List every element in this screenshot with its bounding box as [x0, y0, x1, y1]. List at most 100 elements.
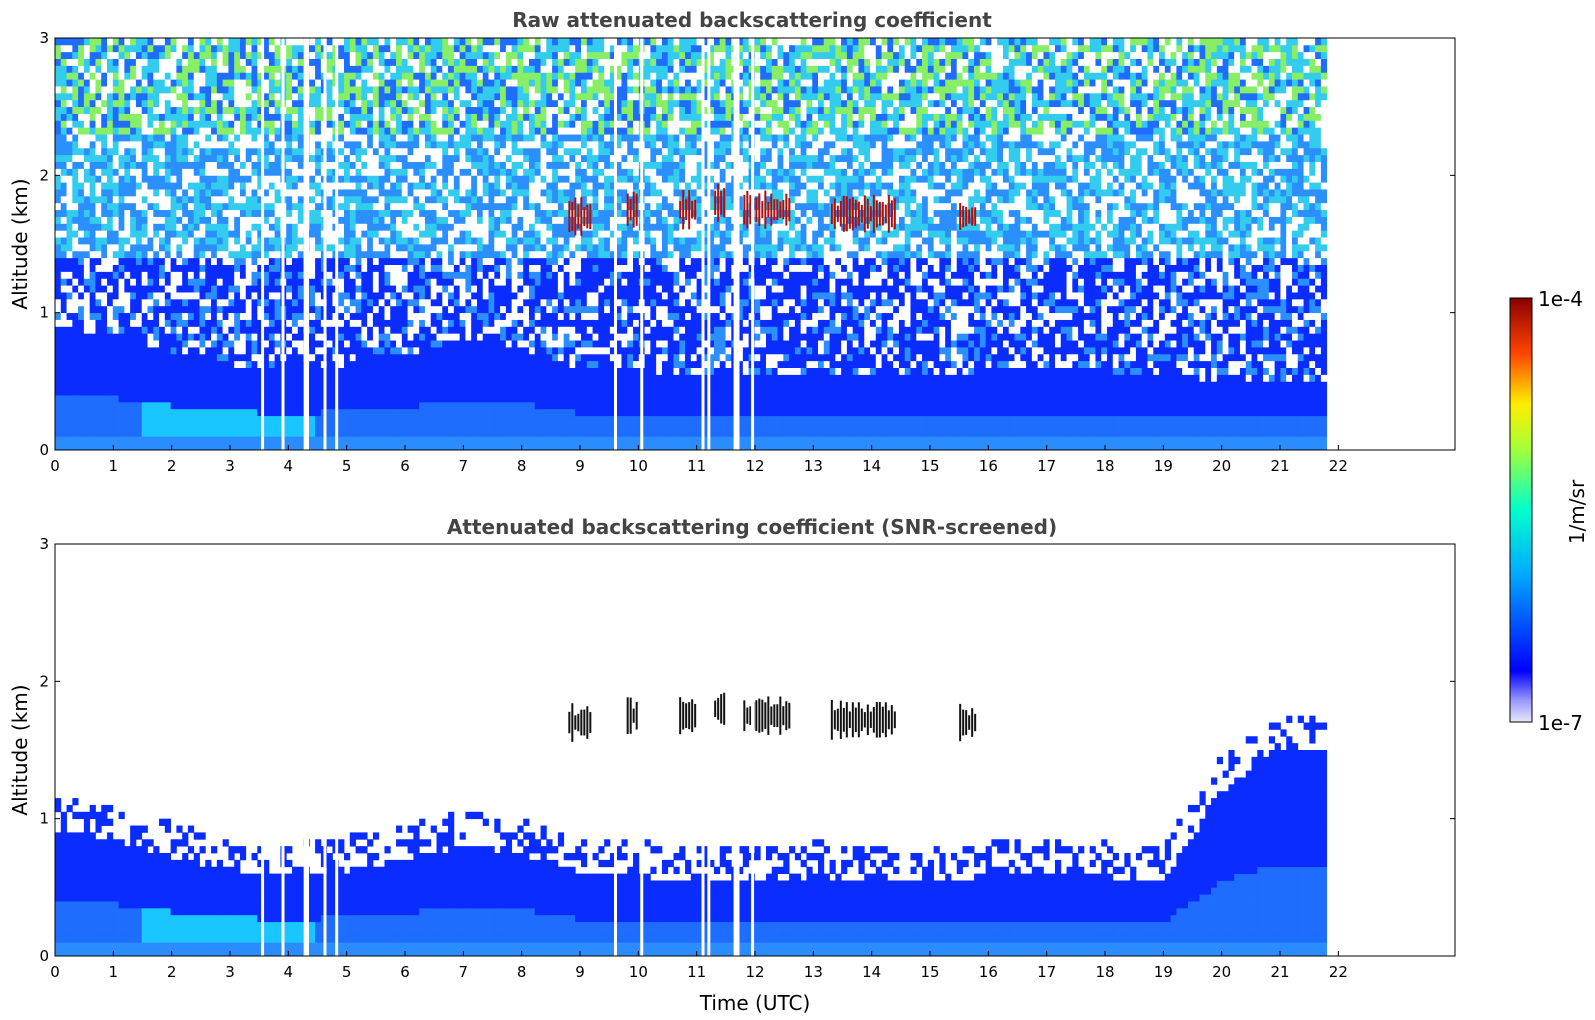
heatmap-cell	[528, 312, 536, 320]
heatmap-cell	[222, 415, 229, 423]
heatmap-cell	[147, 347, 154, 355]
heatmap-cell	[384, 264, 391, 272]
heatmap-cell	[78, 271, 85, 279]
heatmap-cell	[159, 408, 166, 417]
heatmap-cell	[482, 395, 489, 403]
heatmap-cell	[83, 429, 91, 437]
heatmap-cell	[309, 422, 316, 430]
heatmap-cell	[453, 312, 461, 320]
heatmap-cell	[419, 182, 426, 190]
heatmap-cell	[187, 72, 195, 80]
heatmap-cell	[384, 106, 391, 114]
heatmap-cell	[494, 161, 501, 169]
heatmap-cell	[482, 175, 489, 183]
heatmap-cell	[176, 319, 183, 327]
heatmap-cell	[528, 395, 536, 403]
heatmap-cell	[465, 86, 472, 94]
heatmap-cell	[112, 147, 119, 156]
heatmap-cell	[205, 374, 212, 382]
heatmap-cell	[338, 408, 345, 417]
heatmap-cell	[60, 79, 67, 87]
heatmap-cell	[89, 113, 96, 121]
heatmap-cell	[245, 237, 252, 245]
heatmap-cell	[245, 51, 252, 59]
heatmap-cell	[413, 367, 420, 375]
heatmap-cell	[257, 264, 264, 272]
heatmap-cell	[471, 237, 478, 245]
heatmap-cell	[407, 58, 414, 66]
heatmap-cell	[182, 422, 189, 430]
heatmap-cell	[199, 408, 206, 417]
heatmap-cell	[251, 223, 258, 231]
heatmap-cell	[83, 443, 91, 451]
heatmap-cell	[309, 189, 316, 197]
heatmap-cell	[130, 292, 137, 300]
heatmap-cell	[315, 72, 322, 80]
heatmap-cell	[222, 250, 229, 259]
heatmap-cell	[424, 51, 432, 59]
heatmap-cell	[482, 182, 489, 190]
heatmap-cell	[401, 250, 408, 259]
heatmap-cell	[344, 72, 351, 80]
heatmap-cell	[118, 51, 125, 59]
heatmap-cell	[66, 51, 73, 59]
heatmap-cell	[338, 367, 345, 375]
heatmap-cell	[147, 388, 154, 396]
heatmap-cell	[297, 443, 304, 451]
heatmap-cell	[101, 141, 108, 149]
heatmap-cell	[511, 312, 518, 320]
heatmap-cell	[251, 388, 258, 396]
heatmap-cell	[361, 38, 368, 46]
heatmap-cell	[193, 278, 200, 286]
heatmap-cell	[413, 278, 420, 286]
heatmap-cell	[372, 285, 380, 293]
heatmap-cell	[66, 86, 73, 94]
heatmap-cell	[344, 381, 351, 389]
heatmap-cell	[193, 86, 200, 94]
heatmap-cell	[245, 436, 252, 444]
heatmap-cell	[89, 388, 96, 396]
heatmap-cell	[222, 58, 229, 66]
heatmap-cell	[83, 216, 91, 224]
heatmap-cell	[372, 353, 380, 362]
heatmap-cell	[511, 51, 518, 59]
heatmap-cell	[268, 257, 276, 265]
heatmap-cell	[95, 257, 102, 265]
heatmap-cell	[488, 216, 495, 224]
heatmap-cell	[239, 99, 247, 108]
heatmap-cell	[344, 223, 351, 231]
heatmap-cell	[60, 44, 67, 53]
heatmap-cell	[72, 257, 79, 265]
heatmap-cell	[112, 415, 119, 423]
heatmap-cell	[494, 237, 501, 245]
heatmap-cell	[211, 216, 218, 224]
heatmap-cell	[216, 216, 224, 224]
heatmap-cell	[430, 202, 437, 211]
heatmap-cell	[482, 367, 489, 375]
heatmap-cell	[193, 65, 200, 73]
heatmap-cell	[72, 429, 79, 437]
heatmap-cell	[228, 360, 235, 368]
heatmap-cell	[182, 271, 189, 279]
heatmap-cell	[430, 120, 437, 128]
heatmap-cell	[112, 429, 119, 437]
heatmap-cell	[211, 168, 218, 176]
heatmap-cell	[112, 292, 119, 300]
heatmap-cell	[187, 312, 195, 320]
heatmap-cell	[361, 271, 368, 279]
heatmap-cell	[101, 154, 108, 162]
heatmap-cell	[251, 353, 258, 362]
heatmap-cell	[89, 65, 96, 73]
heatmap-cell	[291, 154, 299, 162]
heatmap-cell	[107, 38, 114, 46]
heatmap-cell	[494, 360, 501, 368]
heatmap-cell	[349, 271, 356, 279]
heatmap-cell	[361, 443, 368, 451]
heatmap-cell	[83, 113, 91, 121]
heatmap-cell	[187, 127, 195, 135]
heatmap-cell	[500, 79, 507, 87]
heatmap-cell	[326, 147, 333, 156]
heatmap-cell	[505, 381, 513, 389]
heatmap-cell	[153, 367, 160, 375]
heatmap-cell	[107, 79, 114, 87]
